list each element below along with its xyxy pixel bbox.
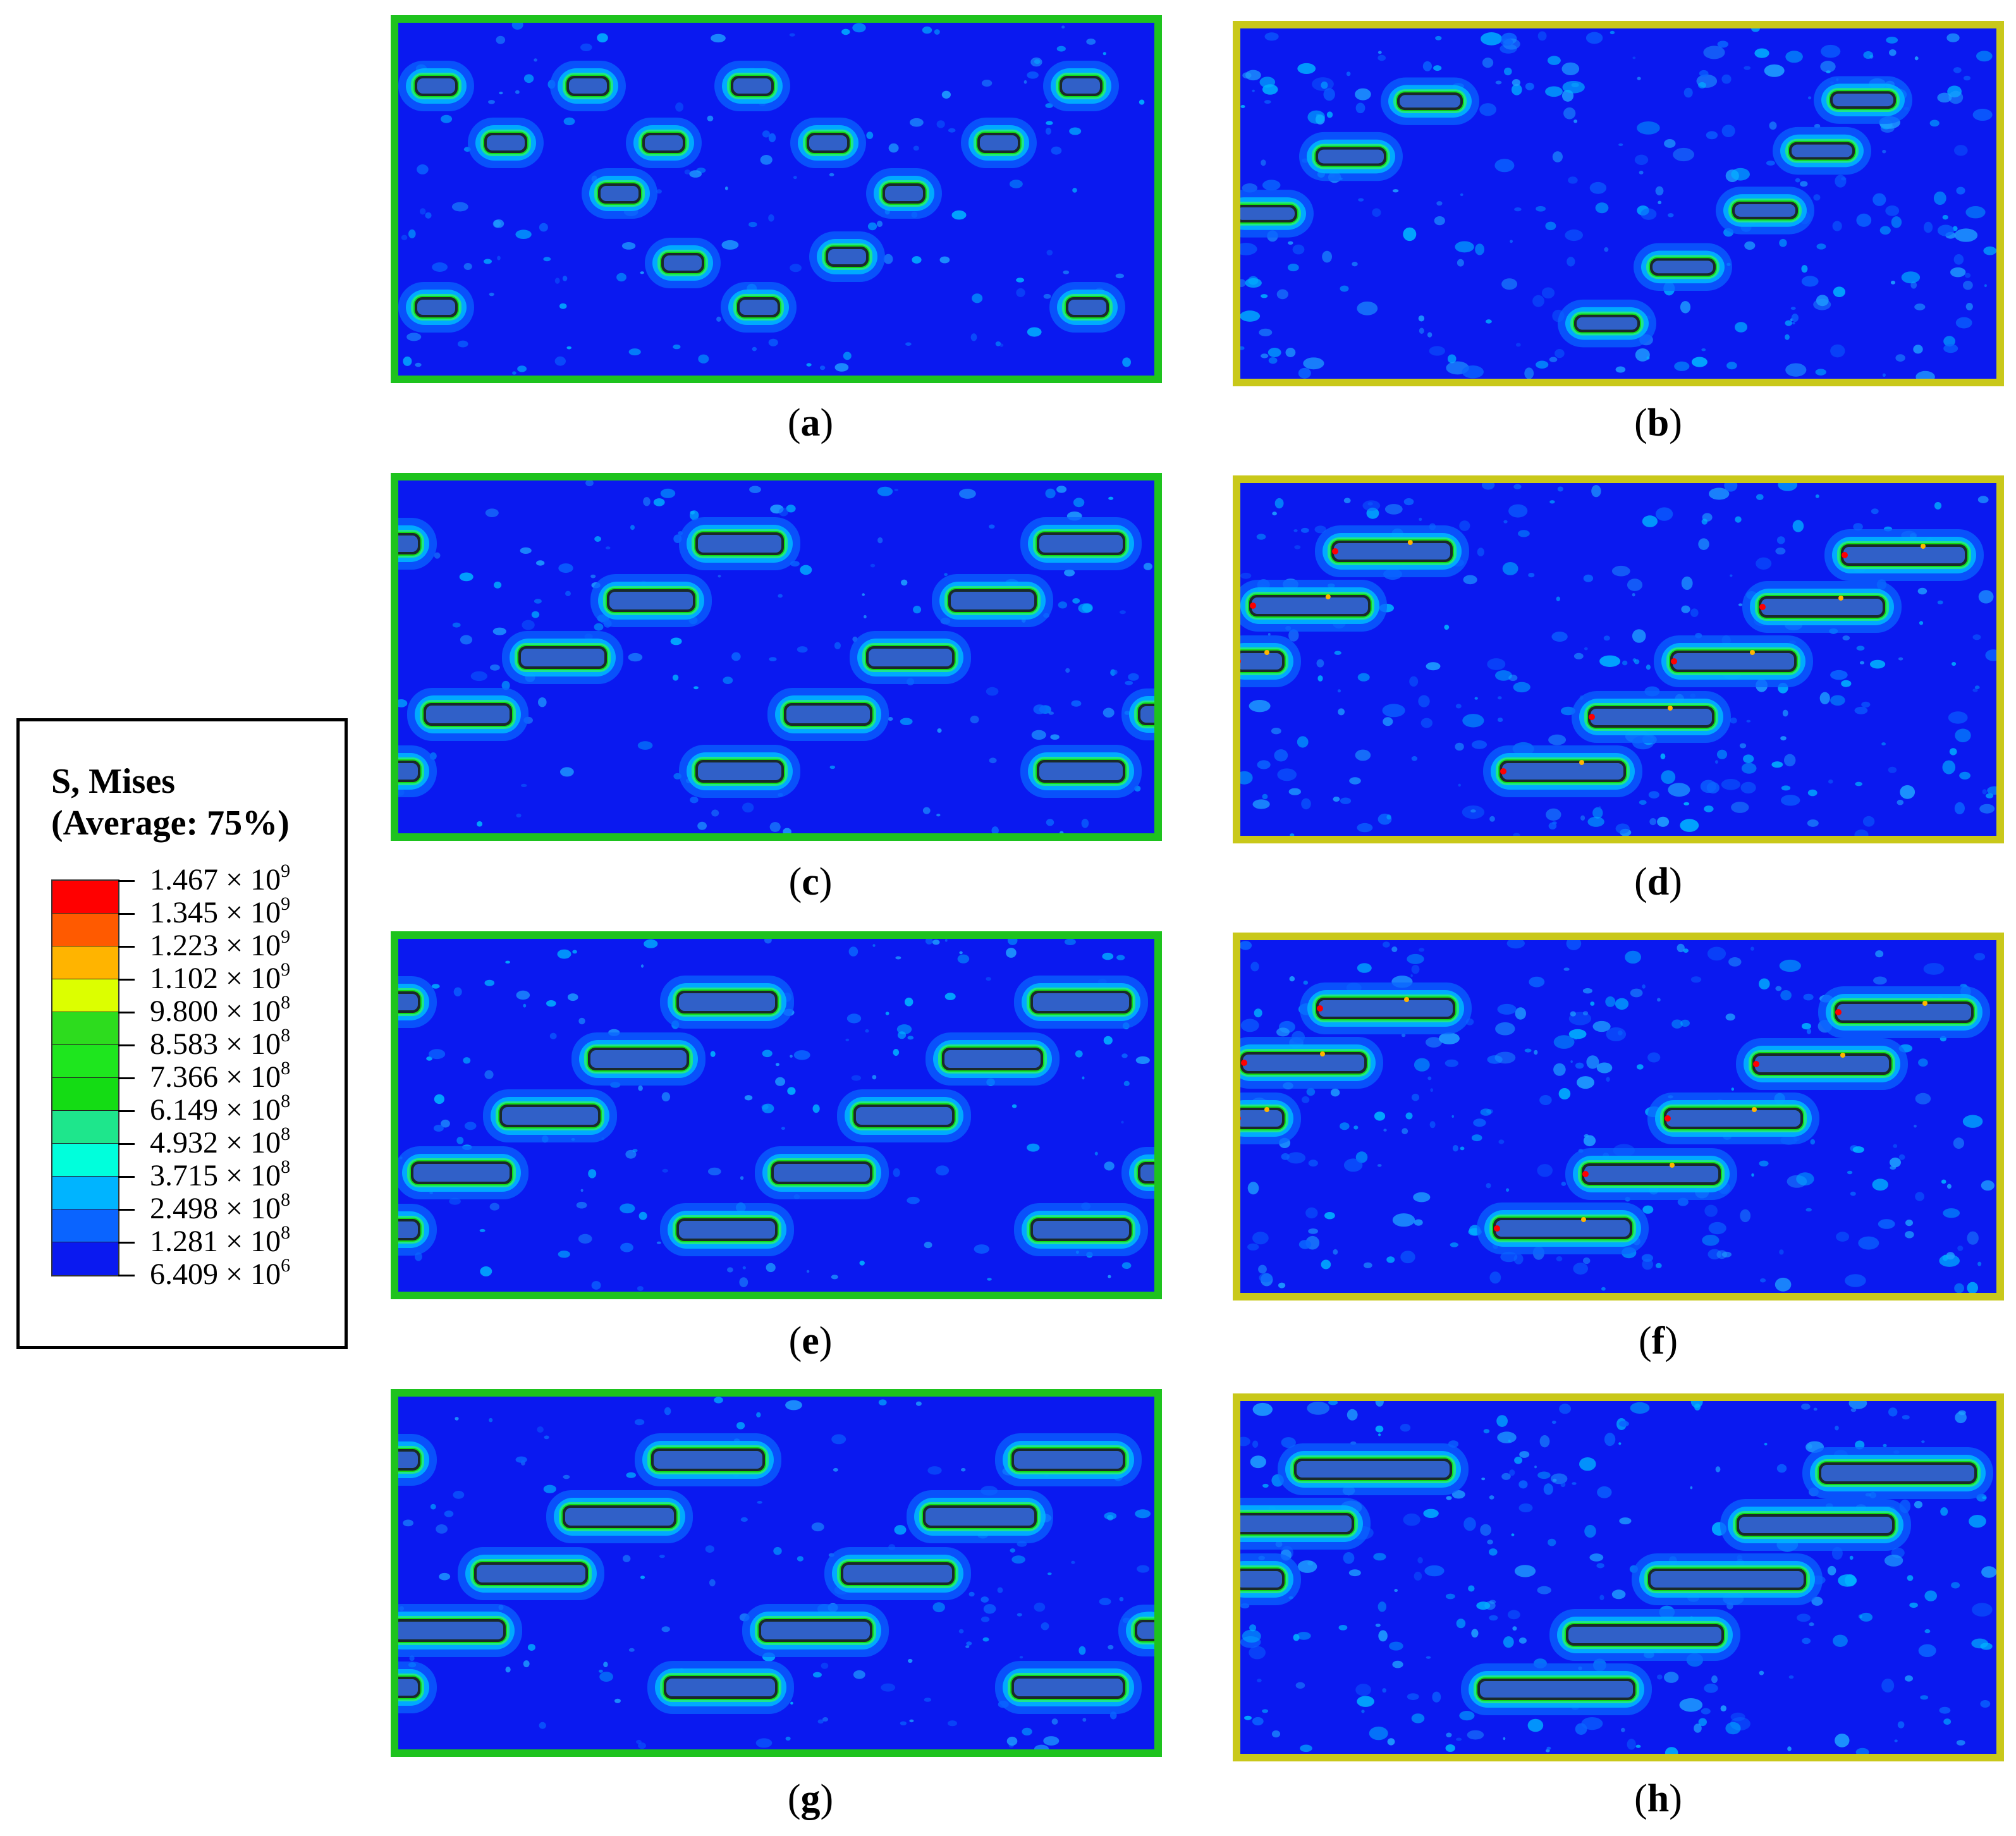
contour-panel-e [391, 931, 1162, 1299]
contour-panel-f [1233, 933, 2004, 1300]
legend-tick-label: 1.281 × 108 [150, 1222, 291, 1259]
legend-swatch [52, 1177, 118, 1209]
legend-tick [118, 1143, 135, 1145]
caption-g: (g) [787, 1777, 834, 1820]
caption-d: (d) [1634, 860, 1682, 903]
legend-swatch [52, 1012, 118, 1045]
legend-swatch [52, 1242, 118, 1275]
caption-f: (f) [1639, 1319, 1678, 1362]
legend-tick [118, 1242, 135, 1244]
legend-tick [118, 946, 135, 948]
caption-f-label: f [1651, 1319, 1665, 1362]
legend-tick-label: 3.715 × 108 [150, 1156, 291, 1193]
contour-panel-d [1233, 475, 2004, 843]
caption-a: (a) [787, 401, 834, 444]
legend-tick-label: 1.467 × 109 [150, 860, 291, 897]
legend-tick [118, 880, 135, 882]
caption-b-label: b [1647, 401, 1670, 444]
legend-tick-label: 1.223 × 109 [150, 926, 291, 963]
caption-d-label: d [1647, 860, 1670, 903]
caption-g-label: g [800, 1777, 821, 1820]
legend-swatch [52, 1078, 118, 1111]
contour-panel-h [1233, 1393, 2004, 1761]
legend-tick-label: 2.498 × 108 [150, 1189, 291, 1226]
stress-legend: S, Mises (Average: 75%) 1.467 × 109 1.345… [16, 718, 348, 1349]
caption-e: (e) [788, 1319, 833, 1362]
legend-tick-label: 4.932 × 108 [150, 1123, 291, 1160]
legend-tick [118, 1275, 135, 1276]
contour-plot-f [1240, 940, 1996, 1293]
contour-plot-b [1240, 28, 1996, 379]
contour-plot-d [1240, 483, 1996, 836]
legend-swatch [52, 1045, 118, 1078]
contour-panel-b [1233, 21, 2004, 386]
legend-tick [118, 1209, 135, 1211]
legend-swatch [52, 914, 118, 946]
legend-tick [118, 1077, 135, 1079]
legend-tick [118, 913, 135, 915]
legend-tick-label: 6.409 × 106 [150, 1255, 291, 1292]
caption-b: (b) [1634, 401, 1682, 444]
legend-title-line1: S, Mises [51, 762, 175, 801]
legend-swatch [52, 1144, 118, 1177]
legend-swatch [52, 881, 118, 914]
caption-e-label: e [802, 1319, 819, 1362]
legend-tick-label: 6.149 × 108 [150, 1091, 291, 1127]
legend-tick-label: 1.345 × 109 [150, 893, 291, 930]
contour-panel-c [391, 473, 1162, 841]
caption-c-label: c [802, 860, 819, 903]
legend-title-line2: (Average: 75%) [51, 804, 290, 843]
caption-c: (c) [788, 860, 833, 903]
legend-swatch [52, 979, 118, 1012]
contour-plot-c [398, 480, 1154, 833]
caption-h: (h) [1634, 1777, 1682, 1820]
caption-h-label: h [1647, 1777, 1670, 1820]
contour-panel-a [391, 15, 1162, 383]
legend-tick [118, 1044, 135, 1046]
legend-tick [118, 1176, 135, 1178]
legend-tick [118, 1110, 135, 1112]
contour-panel-g [391, 1389, 1162, 1757]
contour-plot-g [398, 1397, 1154, 1749]
legend-tick [118, 1012, 135, 1013]
caption-a-label: a [800, 401, 821, 444]
legend-swatch [52, 1209, 118, 1242]
legend-tick-label: 8.583 × 108 [150, 1025, 291, 1062]
contour-plot-a [398, 23, 1154, 376]
legend-swatch [52, 1111, 118, 1144]
legend-color-bar [51, 879, 119, 1276]
legend-tick [118, 979, 135, 981]
legend-tick-label: 7.366 × 108 [150, 1058, 291, 1094]
legend-title: S, Mises (Average: 75%) [51, 761, 290, 844]
contour-plot-e [398, 939, 1154, 1292]
contour-plot-h [1240, 1401, 1996, 1754]
legend-tick-label: 1.102 × 109 [150, 959, 291, 996]
legend-tick-label: 9.800 × 108 [150, 992, 291, 1029]
legend-swatch [52, 946, 118, 979]
